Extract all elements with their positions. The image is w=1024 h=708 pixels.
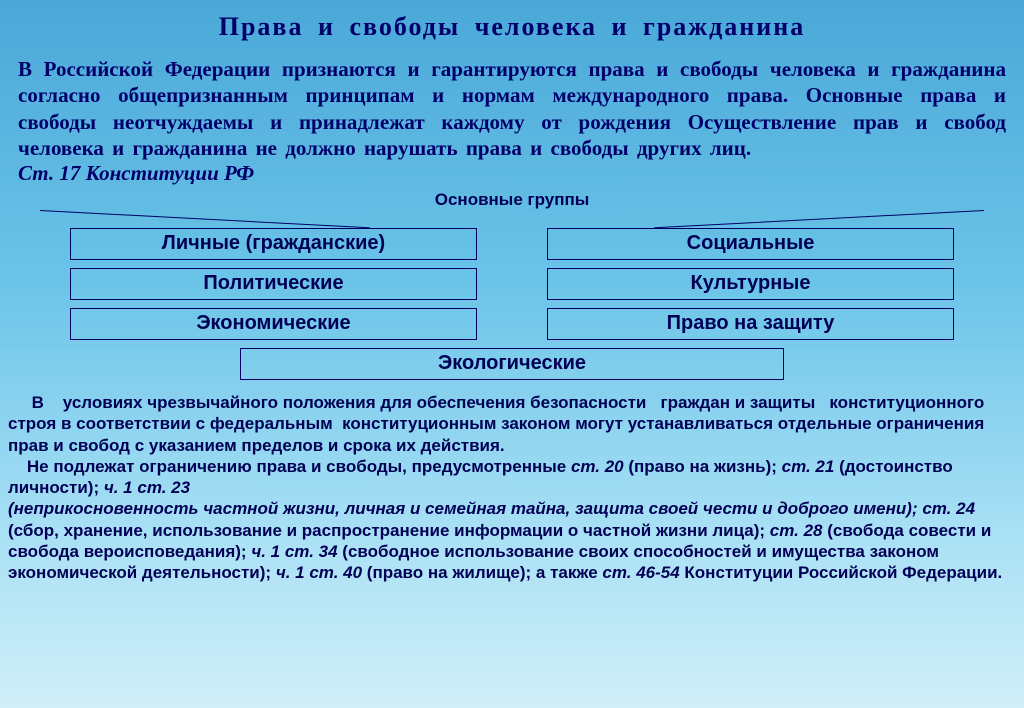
footer-p3-lead: (неприкосновенность частной жизни, лична… xyxy=(8,499,922,518)
ref-st24-text: (сбор, хранение, использование и распрос… xyxy=(8,521,770,540)
group-box-social: Социальные xyxy=(547,228,954,260)
ref-st34: ч. 1 ст. 34 xyxy=(251,542,337,561)
footer-text: В условиях чрезвычайного положения для о… xyxy=(0,380,1024,583)
ref-st21: ст. 21 xyxy=(782,457,835,476)
footer-p2-lead: Не подлежат ограничению права и свободы,… xyxy=(8,457,571,476)
citation: Ст. 17 Конституции РФ xyxy=(0,161,1024,186)
ref-st46: ст. 46-54 xyxy=(602,563,679,582)
groups-grid: Личные (гражданские) Социальные Политиче… xyxy=(0,228,1024,340)
ref-st20: ст. 20 xyxy=(571,457,624,476)
intro-paragraph: В Российской Федерации признаются и гара… xyxy=(0,42,1024,161)
group-box-political: Политические xyxy=(70,268,477,300)
connector-lines xyxy=(0,210,1024,230)
page-title: Права и свободы человека и гражданина xyxy=(0,0,1024,42)
subheading: Основные группы xyxy=(0,190,1024,210)
ref-st24: ст. 24 xyxy=(922,499,975,518)
ref-st20-text: (право на жизнь); xyxy=(624,457,782,476)
ref-st28: ст. 28 xyxy=(770,521,823,540)
group-box-protection: Право на защиту xyxy=(547,308,954,340)
footer-end: Конституции Российской Федерации. xyxy=(680,563,1003,582)
footer-p1: В условиях чрезвычайного положения для о… xyxy=(8,393,989,455)
ref-st40-text: (право на жилище); а также xyxy=(362,563,602,582)
ref-st23: ч. 1 ст. 23 xyxy=(104,478,190,497)
group-box-ecological: Экологические xyxy=(240,348,784,380)
group-box-economic: Экономические xyxy=(70,308,477,340)
group-box-cultural: Культурные xyxy=(547,268,954,300)
ref-st40: ч. 1 ст. 40 xyxy=(276,563,362,582)
group-box-personal: Личные (гражданские) xyxy=(70,228,477,260)
